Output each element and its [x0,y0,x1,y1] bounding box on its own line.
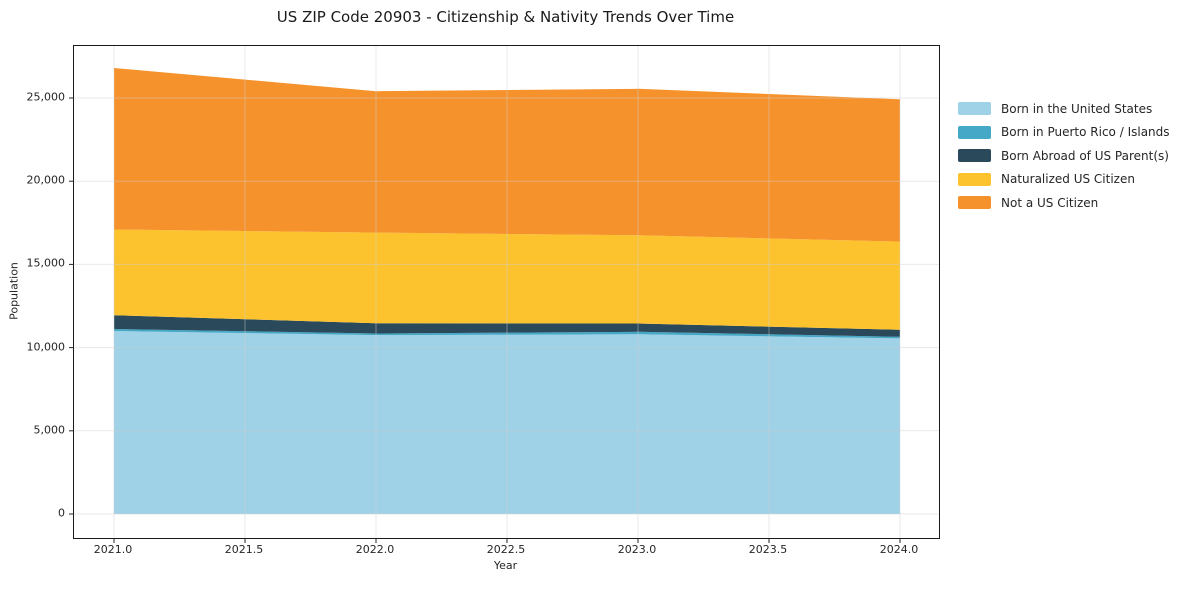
x-tick-label: 2021.0 [93,543,133,556]
area-series-3 [114,229,900,330]
legend-swatch-icon [958,172,991,186]
x-tick-label: 2023.5 [748,543,788,556]
chart-canvas [69,46,939,543]
plot-area [69,45,940,543]
x-tick-label: 2022.0 [355,543,395,556]
legend: Born in the United States Born in Puerto … [958,102,1170,220]
x-axis-label: Year [493,559,518,572]
x-tick-label: 2021.5 [224,543,264,556]
legend-label: Naturalized US Citizen [1001,172,1135,186]
chart-title: US ZIP Code 20903 - Citizenship & Nativi… [276,8,735,26]
y-tick-label: 25,000 [26,90,66,104]
legend-label: Not a US Citizen [1001,195,1099,210]
y-tick-label: 20,000 [26,173,66,187]
x-tick-label: 2024.0 [879,543,919,556]
x-tick-label: 2022.5 [486,543,526,556]
y-tick-label: 5,000 [33,423,66,437]
legend-swatch-icon [958,125,991,139]
legend-swatch-icon [958,149,991,162]
legend-swatch-icon [958,102,991,115]
area-series-1 [114,329,900,339]
y-tick-label: 0 [58,506,65,520]
legend-label: Born in Puerto Rico / Islands [1001,125,1170,139]
area-series-4 [114,68,900,242]
legend-item: Born in Puerto Rico / Islands [958,125,1170,139]
legend-item: Not a US Citizen [958,195,1170,210]
legend-item: Born Abroad of US Parent(s) [958,148,1170,163]
area-series-0 [114,331,900,514]
x-tick-label: 2023.0 [617,543,657,556]
legend-swatch-icon [958,196,991,209]
area-series-2 [114,315,900,337]
legend-item: Naturalized US Citizen [958,172,1170,186]
y-tick-label: 10,000 [26,340,66,354]
y-axis-label: Population [7,262,21,320]
legend-label: Born Abroad of US Parent(s) [1001,148,1169,163]
legend-label: Born in the United States [1001,101,1153,116]
legend-item: Born in the United States [958,101,1170,116]
y-tick-label: 15,000 [26,256,66,270]
